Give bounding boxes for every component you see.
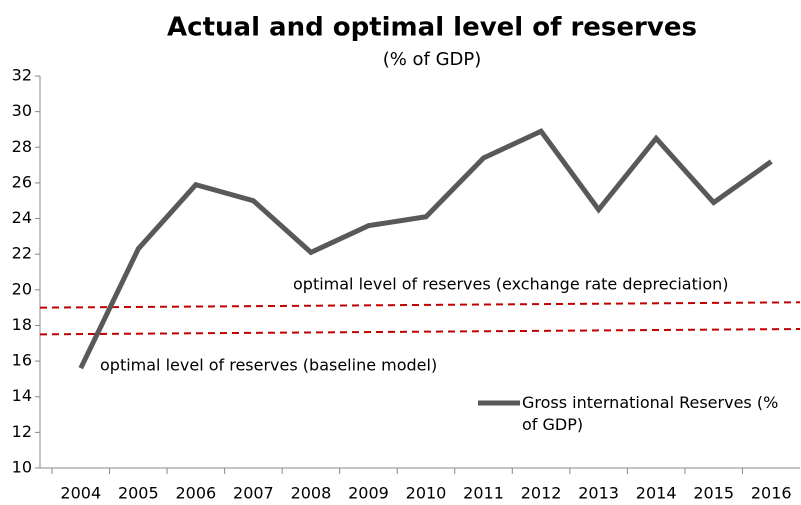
y-tick-label: 26 [12, 172, 32, 191]
x-tick-label: 2009 [348, 484, 389, 503]
annotation: optimal level of reserves (baseline mode… [100, 356, 437, 375]
y-tick-label: 14 [12, 386, 32, 405]
x-tick-label: 2013 [578, 484, 619, 503]
reference-line [39, 301, 801, 309]
y-tick-label: 16 [12, 351, 32, 370]
x-tick-label: 2008 [291, 484, 332, 503]
x-tick-label: 2005 [118, 484, 159, 503]
y-tick-label: 12 [12, 422, 32, 441]
x-tick-label: 2010 [406, 484, 447, 503]
chart-subtitle: (% of GDP) [383, 49, 482, 70]
x-tick-label: 2014 [636, 484, 677, 503]
x-tick-label: 2016 [751, 484, 792, 503]
x-tick-label: 2007 [233, 484, 274, 503]
x-tick-label: 2011 [463, 484, 504, 503]
x-tick-label: 2015 [693, 484, 734, 503]
y-tick-label: 30 [12, 101, 32, 120]
annotation: optimal level of reserves (exchange rate… [293, 275, 729, 294]
y-tick-label: 22 [12, 244, 32, 263]
y-tick-label: 20 [12, 279, 32, 298]
y-tick-label: 32 [12, 66, 32, 85]
data-line [78, 128, 773, 370]
y-tick-label: 18 [12, 315, 32, 334]
chart-title: Actual and optimal level of reserves [167, 13, 697, 43]
y-tick-label: 24 [12, 208, 32, 227]
reference-line [39, 328, 801, 336]
y-tick-label: 28 [12, 137, 32, 156]
x-tick-label: 2004 [60, 484, 101, 503]
x-tick-label: 2006 [175, 484, 216, 503]
legend-label: Gross international Reserves (% of GDP) [522, 393, 779, 434]
y-tick-label: 10 [12, 458, 32, 477]
x-tick-label: 2012 [521, 484, 562, 503]
